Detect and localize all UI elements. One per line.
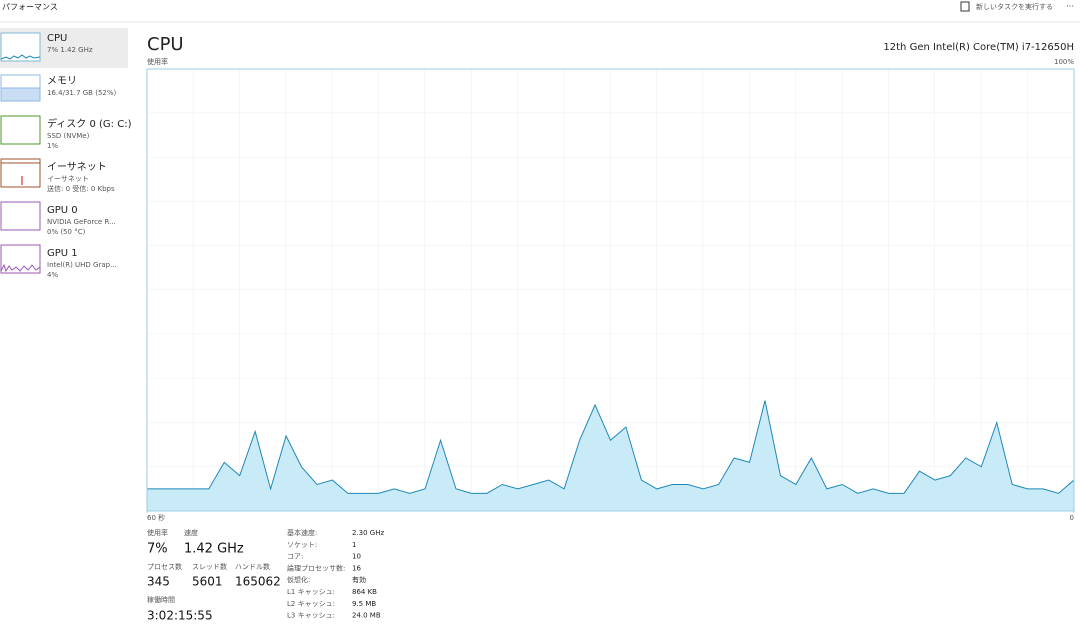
chart-title: CPU (147, 34, 184, 55)
stat-value: 1.42 GHz (184, 542, 244, 557)
detail-value: 9.5 MB (352, 600, 376, 608)
side-name[interactable]: メモリ (47, 76, 77, 87)
x-tick-label: 0 (1070, 514, 1074, 522)
side-name[interactable]: イーサネット (47, 161, 107, 173)
detail-value: 1 (352, 541, 356, 549)
detail-label: L2 キャッシュ: (287, 600, 335, 608)
more[interactable]: ⋯ (1066, 2, 1074, 11)
side-detail[interactable]: 4% (47, 271, 58, 279)
processor: 12th Gen Intel(R) Core(TM) i7-12650H (883, 42, 1074, 53)
page-title: パフォーマンス (2, 3, 58, 12)
side-detail[interactable]: 16.4/31.7 GB (52%) (47, 89, 116, 97)
side-name[interactable]: CPU (47, 33, 67, 44)
uptime-label: 稼働時間 (147, 595, 175, 604)
side-name[interactable]: GPU 0 (47, 205, 78, 216)
side-detail[interactable]: イーサネット (47, 175, 89, 183)
side-name[interactable]: GPU 1 (47, 248, 78, 259)
area-fill (147, 400, 1074, 511)
cpu-line (147, 400, 1075, 494)
detail-label: L3 キャッシュ: (287, 612, 335, 620)
side-detail[interactable]: 7% 1.42 GHz (47, 46, 93, 54)
run-icon[interactable] (960, 1, 970, 12)
detail-label: L1 キャッシュ: (287, 588, 335, 596)
uptime-value: 3:02:15:55 (147, 609, 213, 623)
stat-label: 使用率 (147, 528, 168, 537)
stat-value: 7% (147, 542, 168, 557)
stat-label: 速度 (184, 528, 198, 537)
side-detail[interactable]: 0% (50 °C) (47, 228, 86, 236)
detail-label: 論理プロセッサ数: (287, 563, 345, 572)
stat-value: 165062 (235, 575, 281, 589)
detail-label: 基本速度: (287, 528, 317, 537)
detail-label: 仮想化: (287, 575, 310, 584)
x-tick-label: 60 秒 (147, 513, 165, 522)
side-detail[interactable]: NVIDIA GeForce R... (47, 218, 116, 226)
side-detail[interactable]: SSD (NVMe) (47, 132, 90, 140)
plot-frame (146, 68, 1075, 512)
side-name[interactable]: ディスク 0 (G: C:) (47, 117, 132, 130)
grid (147, 69, 1074, 511)
stat-label: ハンドル数 (235, 562, 270, 571)
side-detail[interactable]: 送信: 0 受信: 0 Kbps (47, 184, 115, 193)
stat-label: スレッド数 (192, 562, 227, 571)
y-label: 使用率 (147, 57, 168, 66)
side-detail[interactable]: 1% (47, 142, 58, 150)
stat-label: プロセス数 (147, 562, 182, 571)
side-detail[interactable]: Intel(R) UHD Grap... (47, 261, 117, 269)
y-tick-label: 100% (1054, 58, 1074, 66)
detail-value: 864 KB (352, 588, 377, 596)
run-task[interactable]: 新しいタスクを実行する (976, 2, 1053, 11)
stat-value: 5601 (192, 575, 223, 589)
stat-value: 345 (147, 575, 170, 589)
detail-value: 10 (352, 553, 361, 561)
thumbs (0, 32, 41, 274)
detail-value: 24.0 MB (352, 612, 381, 620)
detail-label: コア: (287, 553, 303, 561)
detail-value: 2.30 GHz (352, 529, 384, 537)
detail-label: ソケット: (287, 541, 317, 549)
detail-value: 16 (352, 564, 361, 572)
detail-value: 有効 (352, 575, 366, 584)
